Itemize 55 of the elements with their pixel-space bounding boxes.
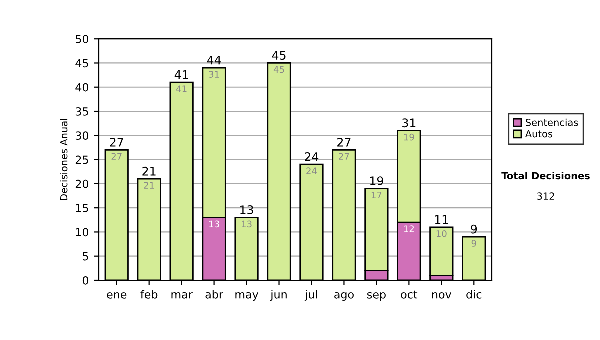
data-label: 27 (112, 153, 122, 160)
y-tick-label: 35 (76, 107, 88, 116)
x-tick-label: dic (466, 290, 482, 299)
total-label: 24 (305, 152, 319, 162)
y-tick-label: 40 (76, 83, 89, 92)
y-tick-label: 10 (76, 228, 89, 237)
total-label: 41 (174, 70, 188, 80)
x-tick-label: feb (140, 290, 158, 299)
data-label: 17 (372, 192, 382, 199)
data-label: 13 (210, 220, 220, 228)
x-tick-label: ene (107, 292, 127, 299)
data-label: 24 (306, 168, 317, 174)
y-axis-title: Decisiones Anual (60, 119, 68, 200)
total-label: 19 (370, 176, 384, 186)
total-label: 11 (435, 215, 448, 224)
total-label: 31 (402, 118, 416, 128)
total-label: 44 (207, 56, 222, 65)
legend-label: Sentencias (526, 118, 578, 126)
total-label: 27 (338, 138, 351, 147)
bar (430, 226, 454, 276)
x-tick-label: may (236, 292, 259, 301)
x-tick-label: oct (401, 290, 418, 299)
total-label: 27 (110, 138, 124, 147)
y-tick-label: 25 (76, 156, 88, 164)
data-label: 41 (176, 86, 187, 92)
x-tick-label: nov (432, 292, 452, 299)
data-label: 31 (209, 71, 220, 78)
data-label: 12 (404, 226, 414, 232)
x-tick-label: sep (367, 292, 386, 301)
y-tick-label: 5 (83, 252, 88, 261)
y-tick-label: 15 (76, 204, 88, 212)
data-label: 19 (404, 134, 414, 141)
legend-label: Autos (525, 130, 553, 138)
total-label: 13 (240, 206, 254, 214)
data-label: 45 (274, 66, 284, 74)
text: 312 (537, 192, 554, 200)
y-tick-label: 0 (82, 276, 89, 285)
x-tick-label: mar (172, 292, 193, 299)
data-label: 21 (144, 182, 154, 189)
x-tick-label: ago (334, 292, 354, 301)
data-label: 9 (472, 240, 476, 247)
total-label: 9 (471, 224, 478, 234)
y-tick-label: 45 (76, 59, 88, 68)
x-tick-label: jul (304, 290, 318, 301)
data-label: 10 (436, 230, 447, 238)
x-tick-label: abr (206, 290, 224, 299)
y-tick-label: 50 (76, 35, 89, 44)
y-tick-label: 30 (76, 132, 89, 140)
x-tick-label: jun (270, 290, 287, 301)
data-label: 13 (242, 220, 252, 228)
total-label: 45 (272, 51, 286, 60)
data-label: 27 (339, 153, 350, 160)
text: Total Decisiones (502, 172, 590, 180)
total-label: 21 (142, 166, 156, 176)
y-tick-label: 20 (76, 180, 89, 188)
